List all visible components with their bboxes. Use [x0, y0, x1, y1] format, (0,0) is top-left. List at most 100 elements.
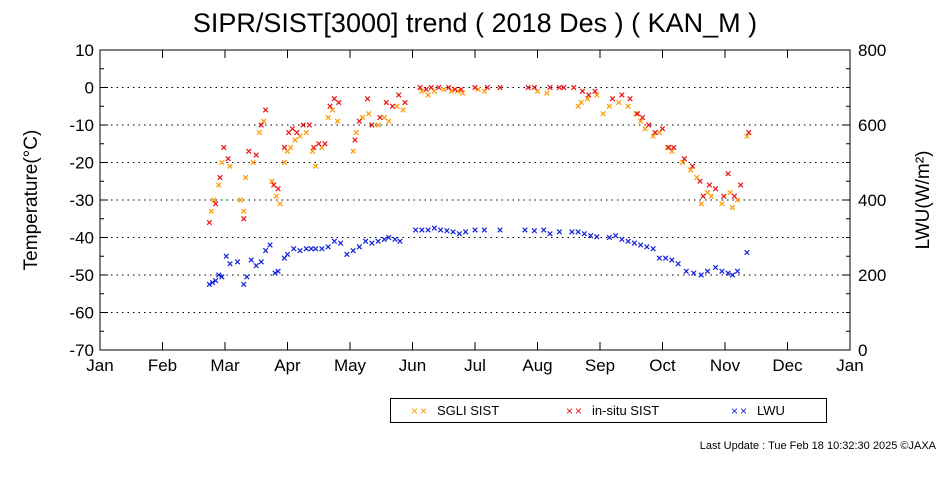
data-point	[241, 281, 247, 288]
data-point	[221, 144, 227, 151]
data-point	[650, 246, 656, 252]
data-point	[362, 238, 369, 244]
data-point	[303, 246, 309, 252]
data-point	[250, 159, 256, 166]
data-point	[419, 227, 425, 233]
data-point	[311, 144, 317, 151]
y-tick-label: -40	[69, 229, 94, 248]
data-point	[725, 270, 731, 276]
data-point	[462, 229, 469, 235]
data-point	[331, 238, 338, 244]
data-point	[594, 234, 600, 240]
data-point	[737, 182, 744, 188]
data-point	[436, 84, 442, 91]
data-point	[431, 225, 438, 231]
y-tick-label: -20	[69, 154, 94, 173]
data-point	[691, 270, 697, 276]
data-point	[497, 227, 503, 233]
data-point	[336, 99, 342, 106]
data-point	[625, 103, 631, 109]
data-point	[253, 262, 259, 269]
data-point	[211, 197, 217, 203]
data-point	[646, 122, 652, 128]
data-point	[209, 279, 216, 286]
data-point	[275, 268, 281, 274]
data-point	[300, 122, 306, 128]
data-point	[475, 86, 481, 93]
data-point	[619, 236, 625, 243]
x-tick-label: Sep	[585, 356, 615, 375]
data-point	[448, 88, 454, 94]
chart-title: SIPR/SIST[3000] trend ( 2018 Des ) ( KAN…	[192, 8, 758, 38]
data-point	[369, 122, 375, 128]
data-point	[289, 126, 296, 132]
data-point	[683, 268, 689, 274]
data-point	[671, 144, 677, 151]
data-point	[375, 238, 381, 244]
legend-label-sgli: SGLI SIST	[437, 403, 500, 418]
data-point	[452, 86, 458, 93]
data-point	[281, 144, 288, 151]
y2-tick-label: 0	[858, 341, 867, 360]
data-point	[241, 216, 247, 222]
data-point	[689, 163, 696, 169]
legend-marker-insitu: ××	[566, 403, 585, 418]
data-point	[594, 92, 600, 98]
y-tick-label: -70	[69, 341, 94, 360]
data-point	[609, 96, 616, 102]
data-point	[350, 247, 356, 254]
data-point	[337, 240, 344, 246]
data-point	[669, 257, 675, 263]
y-axis-label-right: LWU(W/m²)	[913, 150, 934, 250]
data-point	[581, 231, 588, 237]
data-point	[719, 268, 725, 274]
data-point	[459, 90, 466, 96]
data-point	[606, 103, 613, 109]
data-point	[306, 122, 313, 128]
data-point	[700, 193, 706, 199]
data-point	[746, 129, 752, 136]
data-point	[262, 107, 269, 113]
legend-label-insitu: in-situ SIST	[592, 403, 660, 418]
data-point	[287, 144, 294, 151]
data-point	[639, 114, 646, 121]
y-axis-label-left: Temperature(°C)	[21, 129, 42, 271]
data-point	[400, 107, 406, 113]
data-point	[319, 246, 325, 252]
data-point	[217, 174, 223, 181]
legend-item-lwu: ×× LWU	[731, 403, 785, 418]
data-point	[721, 193, 727, 199]
data-point	[212, 277, 219, 284]
data-point	[402, 99, 408, 106]
data-point	[586, 92, 592, 98]
data-point	[525, 84, 531, 91]
data-point	[417, 84, 423, 91]
data-point	[353, 129, 359, 136]
y2-tick-label: 800	[858, 41, 886, 60]
data-point	[571, 84, 577, 91]
data-point	[284, 251, 291, 258]
data-point	[633, 111, 639, 117]
data-point	[481, 227, 488, 233]
data-point	[223, 253, 229, 259]
data-point	[206, 219, 213, 226]
data-point	[275, 186, 281, 192]
data-point	[652, 129, 658, 136]
data-point	[744, 133, 750, 139]
axis-ticks	[99, 49, 851, 351]
data-point	[344, 251, 350, 258]
data-point	[666, 144, 672, 151]
data-point	[291, 246, 297, 252]
data-point	[706, 182, 713, 188]
data-point	[303, 129, 309, 136]
data-point	[634, 111, 641, 117]
data-point	[704, 268, 711, 274]
data-point	[541, 227, 547, 233]
y2-tick-label: 400	[858, 191, 886, 210]
data-point	[216, 182, 222, 188]
legend-marker-sgli: ××	[411, 403, 430, 418]
data-point	[246, 148, 252, 154]
data-point	[397, 238, 403, 244]
data-point	[261, 118, 267, 124]
data-point	[698, 272, 704, 278]
